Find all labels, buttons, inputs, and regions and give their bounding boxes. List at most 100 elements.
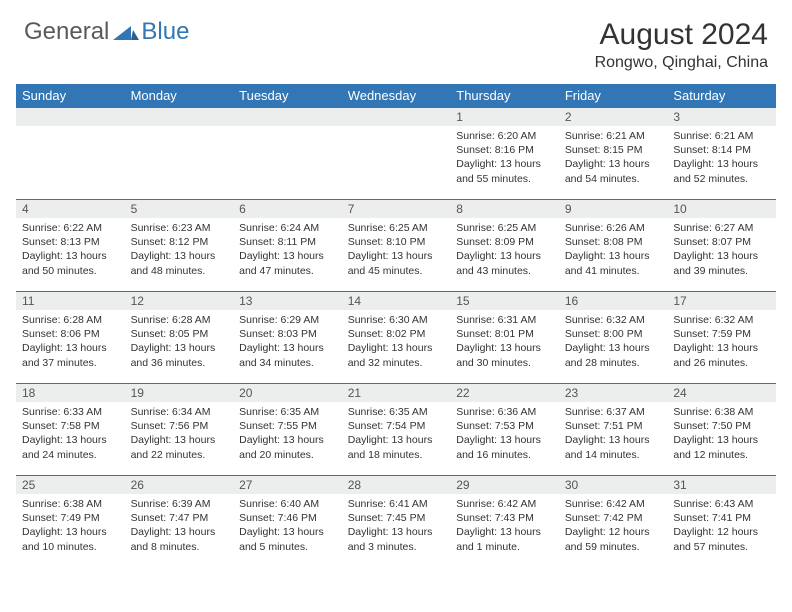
day-number: 4 (16, 200, 125, 218)
day-number: 18 (16, 384, 125, 402)
day-number: 10 (667, 200, 776, 218)
sunrise-text: Sunrise: 6:38 AM (673, 405, 770, 419)
day-cell: 15Sunrise: 6:31 AMSunset: 8:01 PMDayligh… (450, 292, 559, 384)
sunset-text: Sunset: 7:41 PM (673, 511, 770, 525)
day-detail: Sunrise: 6:36 AMSunset: 7:53 PMDaylight:… (450, 402, 559, 466)
day-cell: 9Sunrise: 6:26 AMSunset: 8:08 PMDaylight… (559, 200, 668, 292)
day-number: 13 (233, 292, 342, 310)
day-cell (125, 108, 234, 200)
sunrise-text: Sunrise: 6:34 AM (131, 405, 228, 419)
daylight-text: Daylight: 13 hours and 39 minutes. (673, 249, 770, 277)
dow-saturday: Saturday (667, 84, 776, 108)
sunset-text: Sunset: 8:12 PM (131, 235, 228, 249)
sunset-text: Sunset: 8:10 PM (348, 235, 445, 249)
sunset-text: Sunset: 7:58 PM (22, 419, 119, 433)
dow-monday: Monday (125, 84, 234, 108)
day-number: 26 (125, 476, 234, 494)
day-detail: Sunrise: 6:32 AMSunset: 7:59 PMDaylight:… (667, 310, 776, 374)
day-number: 25 (16, 476, 125, 494)
empty-daynum-bar (233, 108, 342, 126)
sunset-text: Sunset: 8:03 PM (239, 327, 336, 341)
sunrise-text: Sunrise: 6:23 AM (131, 221, 228, 235)
daylight-text: Daylight: 13 hours and 55 minutes. (456, 157, 553, 185)
day-number: 15 (450, 292, 559, 310)
day-cell: 28Sunrise: 6:41 AMSunset: 7:45 PMDayligh… (342, 476, 451, 568)
sunset-text: Sunset: 8:05 PM (131, 327, 228, 341)
day-detail: Sunrise: 6:39 AMSunset: 7:47 PMDaylight:… (125, 494, 234, 558)
sunrise-text: Sunrise: 6:31 AM (456, 313, 553, 327)
daylight-text: Daylight: 13 hours and 5 minutes. (239, 525, 336, 553)
day-detail: Sunrise: 6:40 AMSunset: 7:46 PMDaylight:… (233, 494, 342, 558)
day-detail: Sunrise: 6:41 AMSunset: 7:45 PMDaylight:… (342, 494, 451, 558)
sunrise-text: Sunrise: 6:26 AM (565, 221, 662, 235)
sunrise-text: Sunrise: 6:35 AM (348, 405, 445, 419)
sunset-text: Sunset: 7:53 PM (456, 419, 553, 433)
day-cell: 10Sunrise: 6:27 AMSunset: 8:07 PMDayligh… (667, 200, 776, 292)
sunset-text: Sunset: 8:14 PM (673, 143, 770, 157)
day-number: 6 (233, 200, 342, 218)
day-cell: 11Sunrise: 6:28 AMSunset: 8:06 PMDayligh… (16, 292, 125, 384)
daylight-text: Daylight: 13 hours and 1 minute. (456, 525, 553, 553)
daylight-text: Daylight: 13 hours and 10 minutes. (22, 525, 119, 553)
day-cell: 16Sunrise: 6:32 AMSunset: 8:00 PMDayligh… (559, 292, 668, 384)
day-cell (233, 108, 342, 200)
day-cell (342, 108, 451, 200)
day-number: 14 (342, 292, 451, 310)
sunset-text: Sunset: 8:15 PM (565, 143, 662, 157)
day-number: 1 (450, 108, 559, 126)
daylight-text: Daylight: 12 hours and 59 minutes. (565, 525, 662, 553)
sunrise-text: Sunrise: 6:25 AM (456, 221, 553, 235)
day-number: 8 (450, 200, 559, 218)
sunset-text: Sunset: 8:11 PM (239, 235, 336, 249)
dow-thursday: Thursday (450, 84, 559, 108)
sunrise-text: Sunrise: 6:42 AM (565, 497, 662, 511)
day-detail: Sunrise: 6:22 AMSunset: 8:13 PMDaylight:… (16, 218, 125, 282)
day-number: 12 (125, 292, 234, 310)
day-number: 11 (16, 292, 125, 310)
day-cell: 1Sunrise: 6:20 AMSunset: 8:16 PMDaylight… (450, 108, 559, 200)
day-detail: Sunrise: 6:35 AMSunset: 7:54 PMDaylight:… (342, 402, 451, 466)
sunset-text: Sunset: 7:59 PM (673, 327, 770, 341)
day-number: 16 (559, 292, 668, 310)
daylight-text: Daylight: 12 hours and 57 minutes. (673, 525, 770, 553)
dow-tuesday: Tuesday (233, 84, 342, 108)
day-detail: Sunrise: 6:27 AMSunset: 8:07 PMDaylight:… (667, 218, 776, 282)
sunrise-text: Sunrise: 6:22 AM (22, 221, 119, 235)
sunset-text: Sunset: 8:08 PM (565, 235, 662, 249)
daylight-text: Daylight: 13 hours and 24 minutes. (22, 433, 119, 461)
day-cell: 3Sunrise: 6:21 AMSunset: 8:14 PMDaylight… (667, 108, 776, 200)
empty-daynum-bar (125, 108, 234, 126)
daylight-text: Daylight: 13 hours and 14 minutes. (565, 433, 662, 461)
day-cell: 4Sunrise: 6:22 AMSunset: 8:13 PMDaylight… (16, 200, 125, 292)
sunrise-text: Sunrise: 6:28 AM (22, 313, 119, 327)
day-cell: 21Sunrise: 6:35 AMSunset: 7:54 PMDayligh… (342, 384, 451, 476)
sunrise-text: Sunrise: 6:35 AM (239, 405, 336, 419)
sunrise-text: Sunrise: 6:30 AM (348, 313, 445, 327)
sunrise-text: Sunrise: 6:29 AM (239, 313, 336, 327)
daylight-text: Daylight: 13 hours and 34 minutes. (239, 341, 336, 369)
dow-wednesday: Wednesday (342, 84, 451, 108)
daylight-text: Daylight: 13 hours and 26 minutes. (673, 341, 770, 369)
sunset-text: Sunset: 8:13 PM (22, 235, 119, 249)
sunset-text: Sunset: 8:09 PM (456, 235, 553, 249)
day-cell: 6Sunrise: 6:24 AMSunset: 8:11 PMDaylight… (233, 200, 342, 292)
day-cell: 19Sunrise: 6:34 AMSunset: 7:56 PMDayligh… (125, 384, 234, 476)
sunset-text: Sunset: 8:01 PM (456, 327, 553, 341)
daylight-text: Daylight: 13 hours and 37 minutes. (22, 341, 119, 369)
day-detail: Sunrise: 6:38 AMSunset: 7:50 PMDaylight:… (667, 402, 776, 466)
day-number: 22 (450, 384, 559, 402)
day-number: 7 (342, 200, 451, 218)
day-number: 30 (559, 476, 668, 494)
sunset-text: Sunset: 7:55 PM (239, 419, 336, 433)
daylight-text: Daylight: 13 hours and 32 minutes. (348, 341, 445, 369)
day-cell: 23Sunrise: 6:37 AMSunset: 7:51 PMDayligh… (559, 384, 668, 476)
sunrise-text: Sunrise: 6:25 AM (348, 221, 445, 235)
daylight-text: Daylight: 13 hours and 18 minutes. (348, 433, 445, 461)
sunrise-text: Sunrise: 6:28 AM (131, 313, 228, 327)
daylight-text: Daylight: 13 hours and 47 minutes. (239, 249, 336, 277)
day-number: 27 (233, 476, 342, 494)
daylight-text: Daylight: 13 hours and 50 minutes. (22, 249, 119, 277)
sunrise-text: Sunrise: 6:21 AM (565, 129, 662, 143)
sunset-text: Sunset: 7:49 PM (22, 511, 119, 525)
day-number: 21 (342, 384, 451, 402)
